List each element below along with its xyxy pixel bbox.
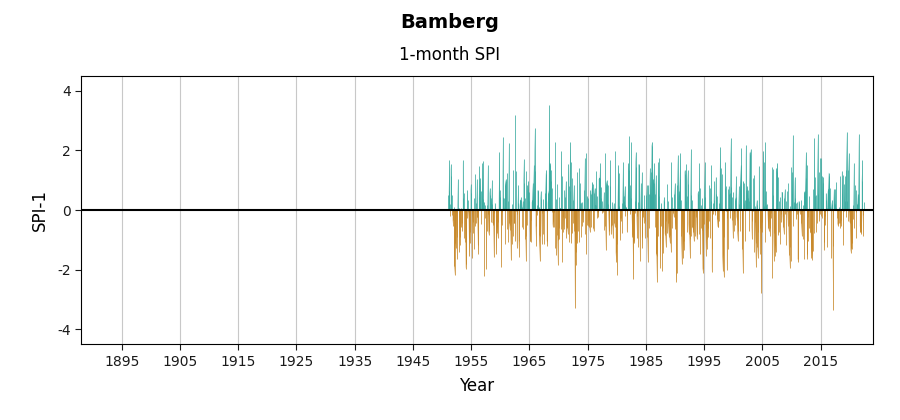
Text: Bamberg: Bamberg: [400, 13, 500, 32]
Y-axis label: SPI-1: SPI-1: [31, 189, 49, 231]
X-axis label: Year: Year: [459, 377, 495, 395]
Text: 1-month SPI: 1-month SPI: [400, 46, 500, 64]
